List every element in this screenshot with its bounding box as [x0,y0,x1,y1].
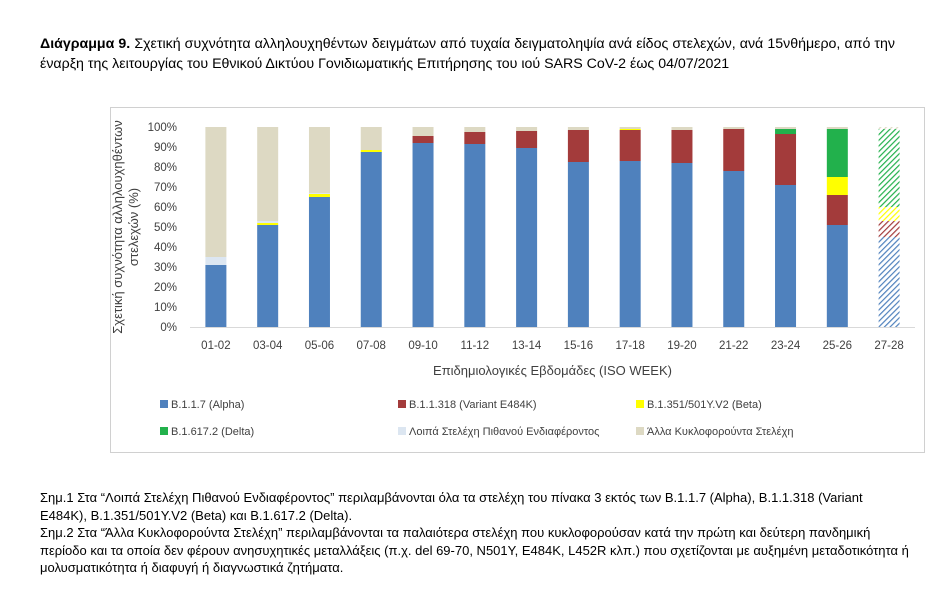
footnote-2: Σημ.2 Στα “Άλλα Κυκλοφορούντα Στελέχη” π… [40,525,909,575]
y-axis-title-line1: Σχετική συχνότητα αλληλουχηθέντων [110,120,125,334]
bar-segment [360,152,382,327]
bar-segment [308,193,330,194]
bar-segment [205,265,227,327]
bar-segment [723,127,745,129]
legend-swatch [160,400,168,408]
legend-label: B.1.1.7 (Alpha) [171,399,244,411]
bar-segment [619,127,641,129]
figure-caption: Διάγραμμα 9. Σχετική συχνότητα αλληλουχη… [40,34,895,74]
y-tick-label: 40% [154,242,177,254]
legend-swatch [160,427,168,435]
bar-segment [360,150,382,152]
y-tick-label: 10% [154,302,177,314]
bar-segment [567,127,589,130]
y-tick-label: 70% [154,182,177,194]
legend-swatch [398,400,406,408]
x-tick-label: 11-12 [461,340,490,352]
legend-swatch [636,400,644,408]
bar-segment [878,221,900,237]
x-tick-label: 15-16 [564,340,593,352]
bar-segment [257,127,279,221]
y-tick-label: 100% [148,122,177,134]
x-axis-title: Επιδημιολογικές Εβδομάδες (ISO WEEK) [433,363,672,378]
bar-segment [257,223,279,225]
x-tick-label: 19-20 [667,340,696,352]
bar-segment [878,127,900,129]
legend-swatch [636,427,644,435]
y-tick-label: 30% [154,262,177,274]
bar-segment [308,127,330,193]
legend-label: B.1.351/501Y.V2 (Beta) [647,399,762,411]
bar-segment [567,130,589,162]
bar-segment [412,136,434,143]
bar-segment [412,143,434,327]
y-tick-label: 20% [154,282,177,294]
bar-segment [205,127,227,257]
bar-segment [775,127,797,129]
legend-swatch [398,427,406,435]
x-tick-label: 09-10 [408,340,437,352]
x-tick-label: 01-02 [201,340,230,352]
bar-segment [671,127,693,130]
bar-segment [723,171,745,327]
bar-segment [516,127,538,131]
bar-segment [257,225,279,327]
legend-label: Άλλα Κυκλοφορούντα Στελέχη [647,426,793,438]
legend-label: Λοιπά Στελέχη Πιθανού Ενδιαφέροντος [409,426,599,438]
bar-segment [775,129,797,134]
footnote-1: Σημ.1 Στα “Λοιπά Στελέχη Πιθανού Ενδιαφέ… [40,490,863,523]
x-tick-label: 13-14 [512,340,542,352]
bar-segment [464,132,486,144]
x-tick-label: 07-08 [357,340,386,352]
x-tick-label: 03-04 [253,340,283,352]
bar-segment [671,163,693,327]
bar-segment [619,129,641,130]
bar-segment [723,129,745,171]
bar-segment [826,195,848,225]
bar-segment [412,127,434,136]
caption-label: Διάγραμμα 9. [40,36,131,52]
bar-segment [826,177,848,195]
bar-segment [360,127,382,150]
x-tick-label: 21-22 [719,340,748,352]
bar-segment [878,207,900,221]
bar-segment [516,148,538,327]
bar-segment [257,221,279,223]
y-tick-label: 80% [154,162,177,174]
bar-segment [205,257,227,265]
x-tick-label: 23-24 [771,340,801,352]
y-tick-label: 60% [154,202,177,214]
bar-segment [516,131,538,148]
bar-segment [826,129,848,177]
chart-frame [110,107,925,453]
legend-label: B.1.617.2 (Delta) [171,426,254,438]
y-tick-label: 0% [160,322,177,334]
bar-segment [826,127,848,129]
caption-text: Σχετική συχνότητα αλληλουχηθέντων δειγμά… [40,36,895,72]
legend-label: B.1.1.318 (Variant E484K) [409,399,537,411]
footnotes: Σημ.1 Στα “Λοιπά Στελέχη Πιθανού Ενδιαφέ… [40,489,910,577]
x-tick-label: 27-28 [874,340,903,352]
y-tick-label: 50% [154,222,177,234]
bar-segment [775,185,797,327]
y-axis-title-line2: στελεχών (%) [126,188,141,266]
bar-segment [308,197,330,327]
bar-segment [878,237,900,327]
bar-segment [567,162,589,327]
bar-segment [464,127,486,132]
bar-segment [464,144,486,327]
bar-segment [671,130,693,163]
bar-segment [878,129,900,207]
stacked-bar-chart: 0% 10% 20% 30% 40% 50% 60% 70% 80% 90% 100% 01-02 03… [110,120,915,438]
x-tick-label: 25-26 [823,340,852,352]
x-tick-label: 17-18 [615,340,644,352]
bar-segment [619,161,641,327]
bar-segment [308,194,330,197]
bar-segment [826,225,848,327]
x-tick-label: 05-06 [305,340,334,352]
y-tick-label: 90% [154,142,177,154]
bar-segment [775,134,797,185]
bar-segment [619,130,641,161]
